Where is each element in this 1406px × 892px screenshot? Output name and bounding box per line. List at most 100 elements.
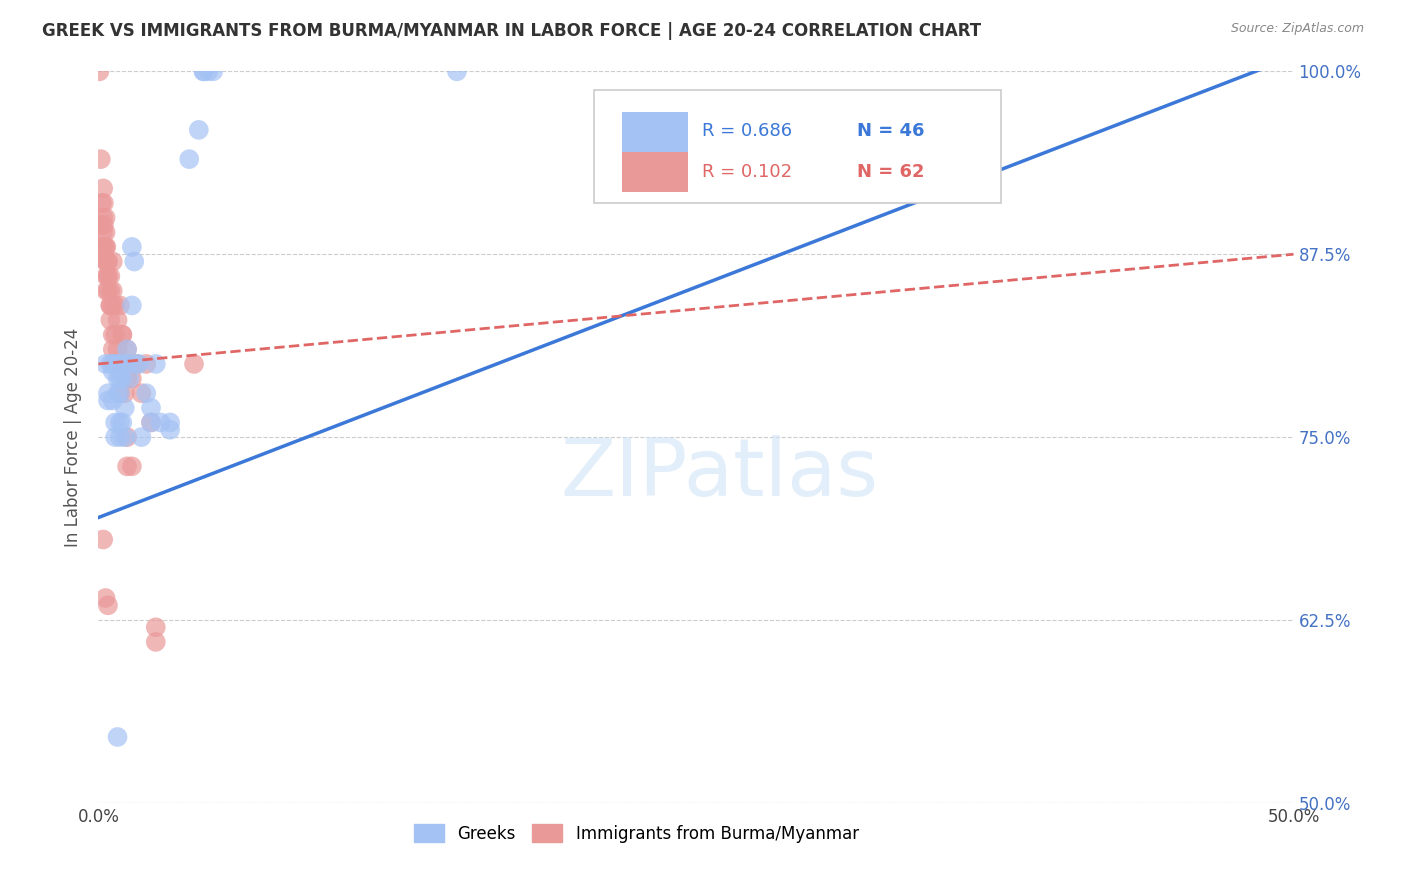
Point [97, 386, 120, 401]
Point [97, 254, 120, 268]
Point [91, 211, 114, 225]
Point [121, 459, 143, 474]
Point [159, 423, 181, 437]
Point [89, 64, 111, 78]
Point [111, 357, 134, 371]
Point [91, 225, 114, 239]
Point [135, 357, 157, 371]
FancyBboxPatch shape [595, 90, 1001, 203]
Point [94, 591, 117, 605]
Point [108, 357, 131, 371]
Point [446, 64, 468, 78]
Point [107, 313, 129, 327]
Point [97, 284, 120, 298]
Point [111, 416, 134, 430]
Point [139, 401, 162, 415]
Text: Source: ZipAtlas.com: Source: ZipAtlas.com [1230, 22, 1364, 36]
Y-axis label: In Labor Force | Age 20-24: In Labor Force | Age 20-24 [65, 327, 83, 547]
Point [91, 196, 114, 211]
Point [108, 416, 131, 430]
Text: ZIPatlas: ZIPatlas [561, 434, 879, 513]
Point [101, 327, 124, 342]
Point [107, 343, 129, 357]
Point [179, 152, 201, 166]
Point [121, 371, 143, 385]
Point [111, 371, 134, 385]
Point [104, 430, 127, 444]
Point [97, 393, 120, 408]
Point [111, 327, 134, 342]
Point [101, 364, 124, 378]
Point [124, 254, 146, 268]
Point [104, 357, 127, 371]
Point [193, 64, 215, 78]
Point [98, 269, 122, 284]
Point [91, 181, 114, 195]
Point [108, 371, 131, 385]
Point [104, 327, 127, 342]
Text: R = 0.686: R = 0.686 [702, 122, 792, 140]
Point [111, 327, 134, 342]
Point [98, 284, 122, 298]
Point [94, 357, 117, 371]
Point [108, 386, 131, 401]
Point [93, 218, 115, 232]
Point [115, 343, 138, 357]
Bar [621, 152, 688, 192]
Point [97, 269, 120, 284]
Point [115, 357, 138, 371]
Point [98, 313, 122, 327]
Point [159, 416, 181, 430]
Point [202, 64, 225, 78]
Point [131, 386, 153, 401]
Point [97, 254, 120, 268]
Point [98, 298, 122, 312]
Point [97, 269, 120, 284]
Point [115, 430, 138, 444]
Point [107, 386, 129, 401]
Point [96, 284, 118, 298]
Point [101, 357, 124, 371]
Point [187, 123, 209, 137]
Point [128, 357, 150, 371]
Point [114, 386, 136, 401]
Point [114, 401, 136, 415]
Point [93, 240, 115, 254]
Point [114, 430, 136, 444]
Bar [621, 112, 688, 152]
Point [101, 298, 124, 312]
Point [125, 357, 148, 371]
Point [145, 357, 167, 371]
Point [101, 393, 124, 408]
Point [94, 254, 117, 268]
Point [183, 357, 205, 371]
Text: R = 0.102: R = 0.102 [702, 162, 792, 180]
Point [91, 218, 114, 232]
Point [104, 298, 127, 312]
Point [139, 416, 162, 430]
Point [90, 152, 112, 166]
Text: N = 62: N = 62 [858, 162, 925, 180]
Legend: Greeks, Immigrants from Burma/Myanmar: Greeks, Immigrants from Burma/Myanmar [408, 818, 865, 849]
Point [135, 386, 157, 401]
Point [94, 240, 117, 254]
Point [108, 298, 131, 312]
Point [145, 635, 167, 649]
Point [101, 284, 124, 298]
Point [149, 416, 172, 430]
Point [101, 343, 124, 357]
Point [91, 533, 114, 547]
Point [104, 357, 127, 371]
Point [91, 240, 114, 254]
Point [131, 430, 153, 444]
Point [96, 240, 118, 254]
Point [121, 240, 143, 254]
Point [108, 430, 131, 444]
Point [115, 371, 138, 385]
Point [121, 298, 143, 312]
Point [111, 357, 134, 371]
Point [96, 269, 118, 284]
Point [145, 620, 167, 634]
Text: N = 46: N = 46 [858, 122, 925, 140]
Point [125, 357, 148, 371]
